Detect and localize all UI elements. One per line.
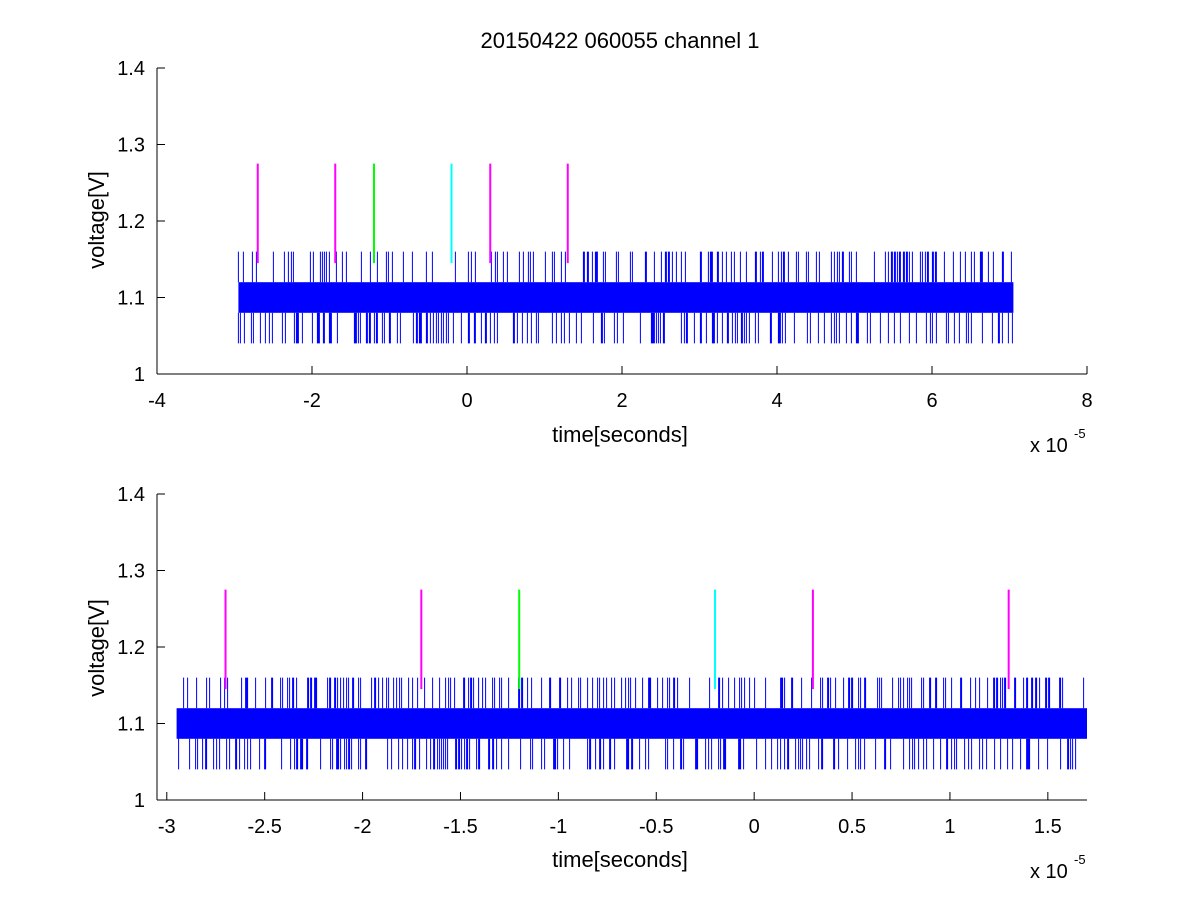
x-tick-label: 6 — [926, 390, 937, 412]
plot-top-markers — [256, 163, 569, 264]
plot-bottom-exponent-power: -5 — [1074, 852, 1086, 867]
y-tick-label: 1.4 — [117, 58, 145, 80]
plot-top-xlabel: time[seconds] — [552, 422, 688, 447]
plot-bottom-ticks: -3 -2.5 -2 -1.5 -1 -0.5 0 0.5 1 1.5 1 1.1 1.2 1.3 1.4 — [117, 484, 1062, 838]
x-tick-label: -3 — [158, 816, 176, 838]
trace-band — [176, 708, 1088, 739]
y-tick-label: 1.1 — [117, 714, 145, 736]
plot-bottom-ylabel: voltage[V] — [84, 599, 109, 697]
y-tick-label: 1.2 — [117, 637, 145, 659]
figure-title: 20150422 060055 channel 1 — [481, 28, 760, 53]
x-tick-label: -2 — [354, 816, 372, 838]
x-tick-label: -1 — [549, 816, 567, 838]
x-tick-label: -2 — [303, 390, 321, 412]
y-tick-label: 1.3 — [117, 135, 145, 157]
plot-bottom-trace — [176, 677, 1088, 770]
y-tick-label: 1 — [134, 364, 145, 386]
x-tick-label: 1.5 — [1034, 816, 1062, 838]
x-tick-label: -4 — [148, 390, 166, 412]
x-tick-label: 0.5 — [838, 816, 866, 838]
x-tick-label: 2 — [616, 390, 627, 412]
plot-bottom-xlabel: time[seconds] — [552, 847, 688, 872]
y-tick-label: 1.4 — [117, 484, 145, 506]
plot-top-trace — [237, 251, 1014, 344]
trace-spikes — [178, 677, 1085, 770]
plot-top-exponent-base: x 10 — [1030, 435, 1068, 457]
y-tick-label: 1.1 — [117, 288, 145, 310]
plot-top-exponent-power: -5 — [1074, 426, 1086, 441]
x-tick-label: -2.5 — [247, 816, 281, 838]
x-tick-label: 0 — [749, 816, 760, 838]
y-tick-label: 1.3 — [117, 561, 145, 583]
plot-bottom-exponent-base: x 10 — [1030, 861, 1068, 883]
plot-top-ylabel: voltage[V] — [84, 171, 109, 269]
x-tick-label: 8 — [1081, 390, 1092, 412]
x-tick-label: 1 — [944, 816, 955, 838]
plot-top-ticks: -4 -2 0 2 4 6 8 1 1.1 1.2 1.3 1.4 — [117, 58, 1092, 412]
trace-band — [238, 282, 1014, 313]
x-tick-label: 0 — [461, 390, 472, 412]
plot-bottom: -3 -2.5 -2 -1.5 -1 -0.5 0 0.5 1 1.511.11.21.31.4 … — [84, 484, 1088, 883]
y-tick-label: 1 — [134, 790, 145, 812]
x-tick-label: 4 — [771, 390, 782, 412]
x-tick-label: -1.5 — [443, 816, 477, 838]
plot-top: -4 -2 0 2 4 6 8 1 1.1 1.2 1.3 1.4 time[seconds] vol… — [84, 58, 1093, 457]
trace-spikes — [237, 251, 1013, 344]
y-tick-label: 1.2 — [117, 211, 145, 233]
x-tick-label: -0.5 — [639, 816, 673, 838]
plot-bottom-markers — [224, 589, 1010, 690]
